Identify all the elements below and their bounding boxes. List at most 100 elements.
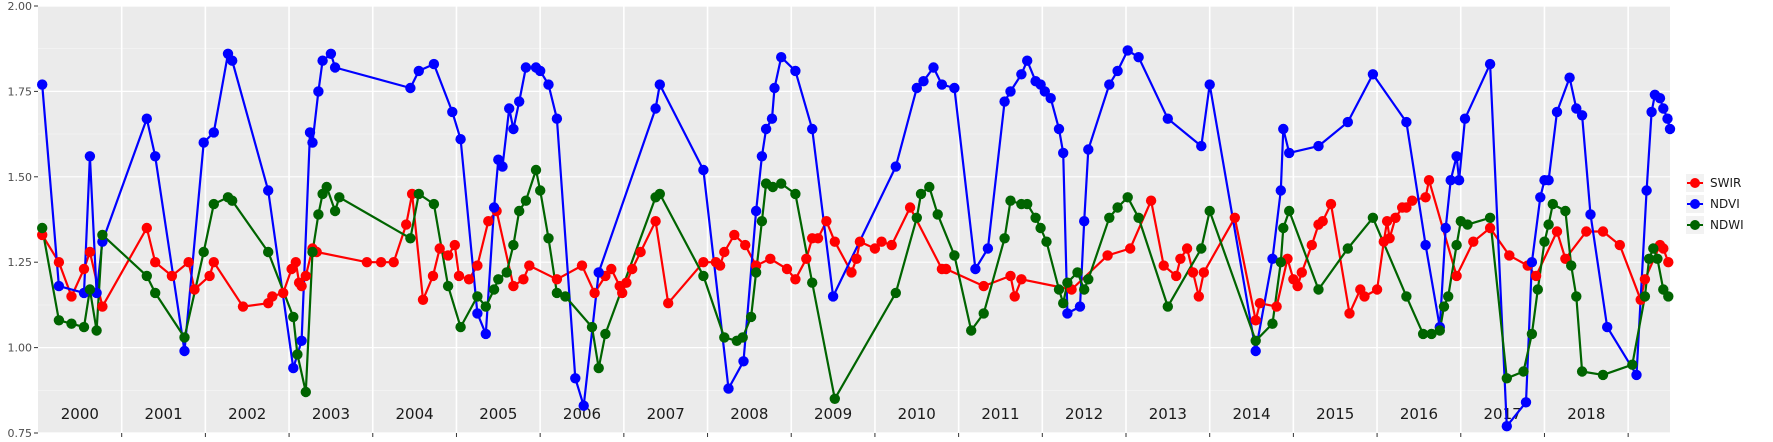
data-point-ndwi <box>1576 366 1588 377</box>
data-point-ndwi <box>1462 219 1473 230</box>
data-point-ndvi <box>1133 52 1144 63</box>
data-point-swir <box>1016 274 1027 285</box>
data-point-ndvi <box>1313 140 1324 152</box>
data-point-ndwi <box>1342 243 1354 254</box>
data-point-ndvi <box>723 383 734 394</box>
year-label: 2001 <box>144 405 182 423</box>
data-point-ndvi <box>329 62 341 73</box>
data-point-swir <box>208 257 219 268</box>
data-point-ndwi <box>1112 202 1123 213</box>
data-point-ndwi <box>307 246 318 258</box>
data-point-swir <box>854 236 866 247</box>
legend-key-point <box>1690 178 1700 188</box>
data-point-ndwi <box>1053 284 1065 295</box>
data-point-swir <box>1254 298 1266 309</box>
data-point-ndvi <box>1342 116 1354 128</box>
data-point-swir <box>518 274 529 285</box>
data-point-swir <box>78 263 90 275</box>
data-point-swir <box>508 280 519 292</box>
data-point-ndwi <box>292 349 303 360</box>
data-point-swir <box>729 229 740 241</box>
data-point-swir <box>1005 270 1016 282</box>
data-point-ndvi <box>1543 175 1554 186</box>
data-point-swir <box>183 257 194 268</box>
data-point-ndvi <box>520 62 532 73</box>
data-point-ndvi <box>1658 103 1669 114</box>
data-point-swir <box>589 287 600 299</box>
data-point-ndvi <box>1401 116 1412 128</box>
legend-label: NDVI <box>1710 197 1740 211</box>
data-point-swir <box>1560 253 1571 264</box>
data-point-swir <box>296 280 307 292</box>
data-point-ndvi <box>1074 301 1086 312</box>
data-point-ndvi <box>1484 58 1496 70</box>
y-tick-label: 1.00 <box>8 342 33 355</box>
data-point-ndvi <box>37 79 48 90</box>
data-point-ndwi <box>924 181 935 193</box>
data-point-ndwi <box>1663 291 1674 302</box>
data-point-ndvi <box>650 103 661 114</box>
data-point-ndwi <box>1035 222 1046 234</box>
data-point-swir <box>886 239 897 251</box>
data-point-swir <box>1423 175 1435 186</box>
data-point-swir <box>1193 291 1205 302</box>
data-point-ndvi <box>488 202 500 213</box>
data-point-ndwi <box>141 270 152 282</box>
data-point-ndwi <box>1539 236 1550 247</box>
year-label: 2014 <box>1232 405 1270 423</box>
data-point-swir <box>1663 257 1674 268</box>
data-point-ndwi <box>53 315 65 326</box>
data-point-swir <box>267 291 278 302</box>
data-point-ndwi <box>1030 212 1041 223</box>
data-point-ndvi <box>543 79 554 90</box>
data-point-ndwi <box>91 325 102 336</box>
data-point-ndwi <box>530 164 542 176</box>
data-point-ndwi <box>1162 301 1174 312</box>
data-point-ndwi <box>37 222 48 234</box>
data-point-swir <box>1250 315 1261 326</box>
data-point-swir <box>1306 239 1318 251</box>
data-point-ndwi <box>66 318 77 329</box>
data-point-ndvi <box>750 205 762 217</box>
data-point-ndvi <box>1016 69 1027 80</box>
year-label: 2007 <box>647 405 685 423</box>
data-point-ndwi <box>514 205 525 217</box>
data-point-ndvi <box>769 82 780 94</box>
data-point-ndwi <box>1122 192 1133 203</box>
data-point-ndvi <box>317 55 328 66</box>
legend-label: NDWI <box>1710 218 1744 232</box>
data-point-swir <box>141 222 152 234</box>
data-point-swir <box>417 294 429 305</box>
y-tick-label: 1.50 <box>8 171 33 184</box>
data-point-swir <box>719 246 730 258</box>
data-point-swir <box>940 263 952 275</box>
year-label: 2012 <box>1065 405 1103 423</box>
data-point-ndwi <box>1367 212 1379 223</box>
data-point-ndwi <box>1278 222 1289 234</box>
data-point-ndwi <box>949 250 960 261</box>
data-point-swir <box>1296 267 1308 278</box>
data-point-ndvi <box>227 55 238 66</box>
data-point-ndwi <box>288 311 299 323</box>
legend-key-point <box>1690 220 1700 230</box>
data-point-swir <box>434 243 445 254</box>
data-point-ndvi <box>1104 79 1115 90</box>
y-tick-label: 2.00 <box>8 0 33 13</box>
data-point-swir <box>453 270 465 282</box>
year-label: 2010 <box>898 405 936 423</box>
legend-label: SWIR <box>1710 176 1741 190</box>
data-point-ndwi <box>1627 359 1638 370</box>
data-point-ndvi <box>263 185 274 196</box>
data-point-ndvi <box>1045 93 1056 104</box>
data-point-ndvi <box>1053 123 1065 135</box>
data-point-ndwi <box>600 328 611 340</box>
data-point-ndwi <box>1560 205 1571 217</box>
data-point-ndvi <box>325 48 337 59</box>
legend: SWIR NDVI NDWI <box>1686 174 1744 234</box>
year-label: 2015 <box>1316 405 1354 423</box>
data-point-ndvi <box>738 356 749 367</box>
data-point-swir <box>427 270 439 282</box>
data-point-swir <box>1484 222 1496 234</box>
data-point-ndvi <box>1440 222 1451 234</box>
year-labels: 2000 2001 2002 2003 2004 2005 2006 2007 2008 2009… <box>61 405 1606 423</box>
